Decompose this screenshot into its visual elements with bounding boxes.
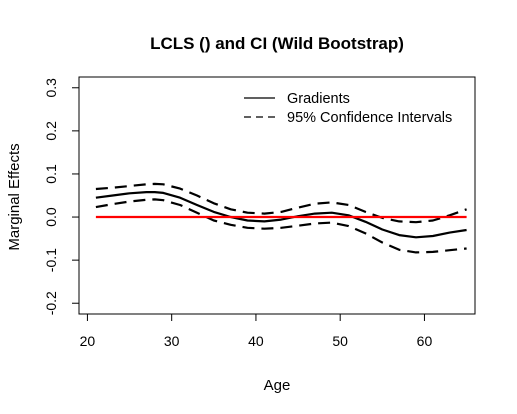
x-tick-label: 40: [248, 333, 264, 349]
y-axis-title: Marginal Effects: [6, 143, 23, 250]
gradient-line: [95, 191, 467, 239]
confidence-interval-line-1: [95, 182, 467, 224]
legend-label: 95% Confidence Intervals: [287, 110, 452, 126]
legend-label: Gradients: [287, 91, 350, 107]
chart-title: LCLS () and CI (Wild Bootstrap): [150, 34, 404, 53]
y-tick-label: 0.0: [43, 207, 59, 227]
x-tick-label: 50: [332, 333, 348, 349]
x-tick-label: 30: [164, 333, 180, 349]
y-axis: -0.2 -0.1 0.0 0.1 0.2 0.3: [43, 78, 80, 315]
y-tick-label: -0.2: [43, 291, 59, 315]
x-axis-title: Age: [264, 377, 291, 394]
y-tick-label: -0.1: [43, 248, 59, 272]
x-tick-label: 20: [80, 333, 96, 349]
y-tick-label: 0.3: [43, 78, 59, 98]
y-tick-label: 0.2: [43, 121, 59, 141]
legend: Gradients 95% Confidence Intervals: [244, 91, 452, 126]
x-axis: 20 30 40 50 60: [80, 313, 433, 349]
confidence-interval-line-2: [95, 198, 467, 254]
plot-lines: [95, 182, 467, 254]
y-tick-label: 0.1: [43, 164, 59, 184]
x-tick-label: 60: [417, 333, 433, 349]
